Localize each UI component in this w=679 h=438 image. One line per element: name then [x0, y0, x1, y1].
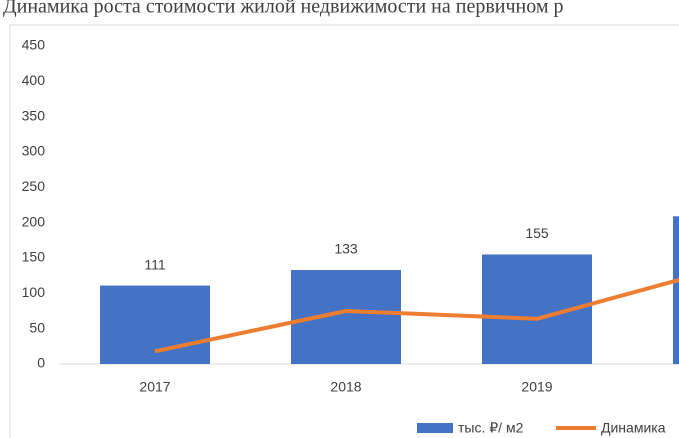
y-tick-label: 300 — [22, 143, 46, 159]
chart-title: Динамика роста стоимости жилой недвижимо… — [3, 0, 564, 18]
legend-swatch — [417, 423, 453, 433]
y-tick-label: 50 — [29, 319, 45, 335]
data-label: 155 — [525, 225, 549, 241]
y-tick-label: 400 — [22, 72, 46, 88]
y-tick-label: 200 — [22, 213, 46, 229]
y-tick-label: 250 — [22, 178, 46, 194]
y-tick-label: 450 — [22, 37, 46, 53]
legend-label: Динамика — [601, 420, 666, 436]
chart-frame — [9, 24, 679, 438]
x-tick-label: 2018 — [330, 379, 361, 395]
data-label: 111 — [144, 256, 165, 272]
line — [154, 277, 679, 354]
bar — [673, 216, 679, 364]
bar — [291, 270, 401, 364]
data-label: 133 — [334, 241, 358, 257]
y-tick-label: 150 — [22, 249, 46, 265]
bar — [100, 285, 210, 364]
legend-label: тыс. ₽/ м2 — [458, 420, 524, 436]
x-tick-label: 2019 — [521, 379, 552, 395]
y-tick-label: 0 — [37, 355, 45, 371]
x-tick-label: 2017 — [139, 379, 170, 395]
y-tick-label: 100 — [22, 284, 46, 300]
y-tick-label: 350 — [22, 107, 46, 123]
